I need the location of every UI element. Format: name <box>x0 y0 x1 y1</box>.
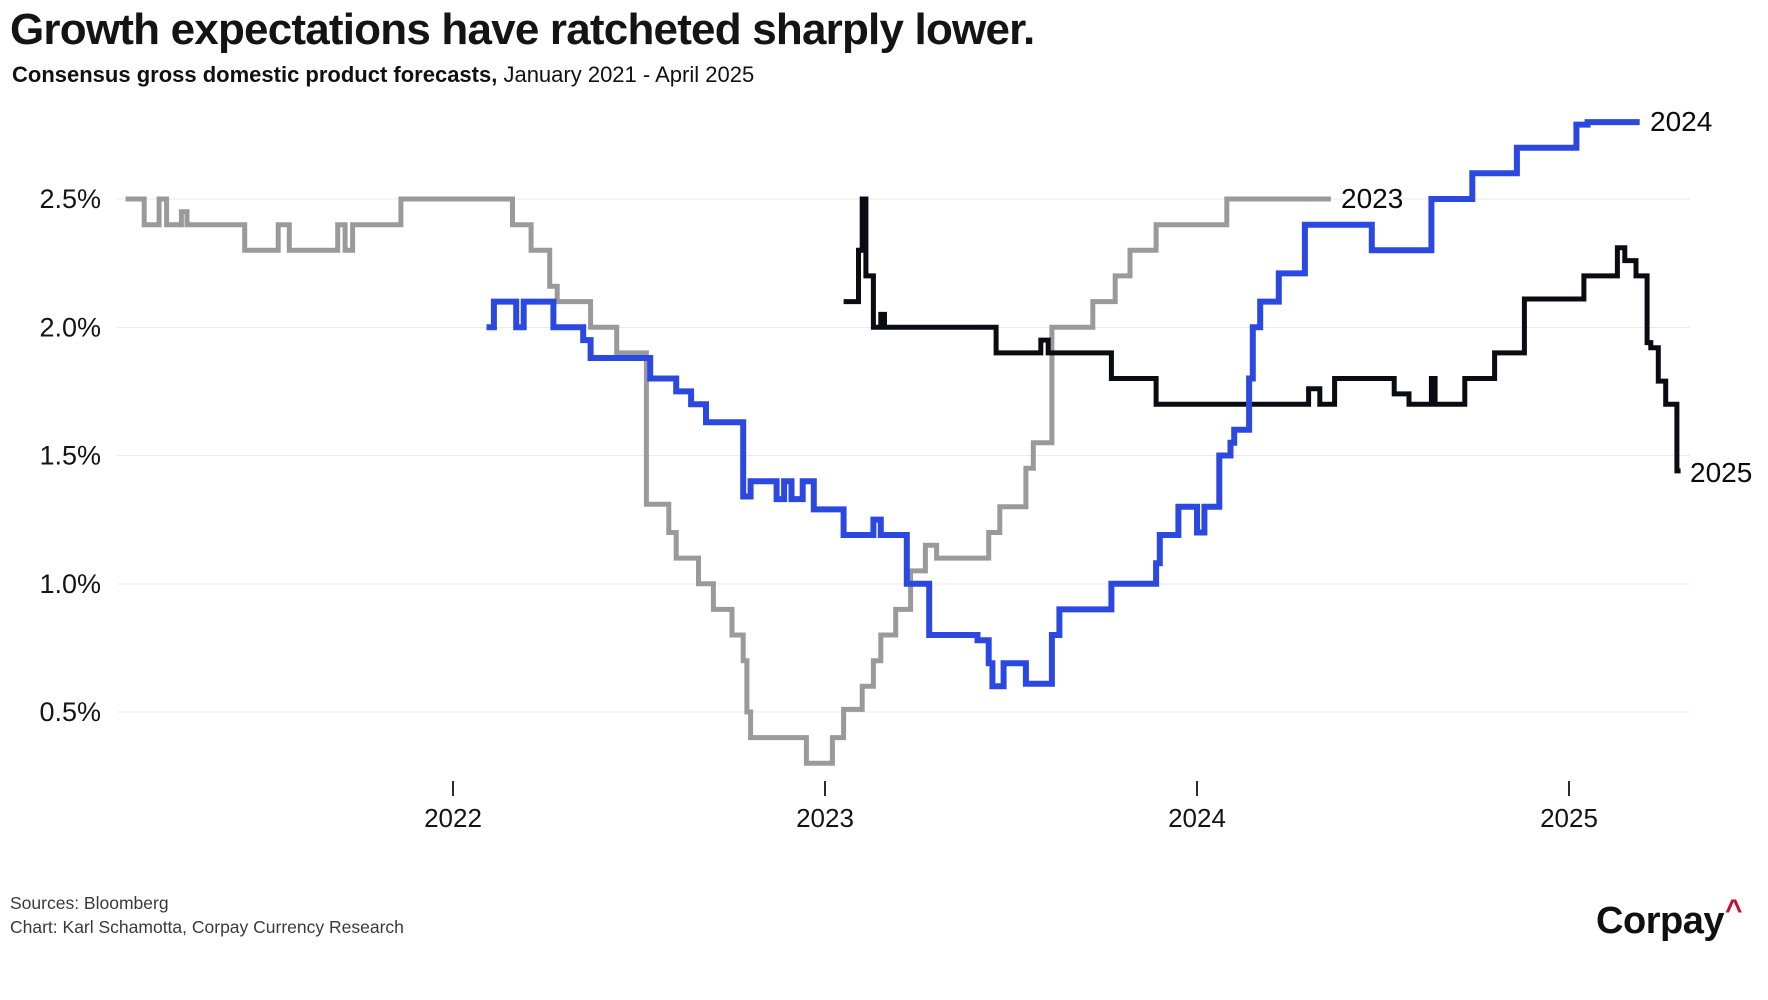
corpay-logo-text: Corpay <box>1596 900 1724 942</box>
x-axis-label: 2025 <box>1540 803 1598 833</box>
x-axis-label: 2022 <box>424 803 482 833</box>
series-path-2023 <box>125 196 1331 766</box>
sources-line: Sources: Bloomberg <box>10 893 169 913</box>
chart-subtitle-dates: January 2021 - April 2025 <box>497 62 755 87</box>
corpay-logo: Corpay^ <box>1596 894 1742 943</box>
series-path-2024 <box>486 119 1640 690</box>
corpay-caret-icon: ^ <box>1724 894 1743 927</box>
chart-subtitle-bold: Consensus gross domestic product forecas… <box>12 62 498 87</box>
x-axis-label: 2023 <box>796 803 854 833</box>
y-axis-label: 1.5% <box>39 441 101 471</box>
series-label-2025: 2025 <box>1690 457 1752 488</box>
x-axis-label: 2024 <box>1168 803 1226 833</box>
axis-group: 2.5% 2.0% 1.5% 1.0% 0.5% 2022 2023 2024 2025 <box>39 184 1597 833</box>
series-label-group: 2023 2024 2025 <box>1341 106 1752 488</box>
series-label-2023: 2023 <box>1341 183 1403 214</box>
chart-title: Growth expectations have ratcheted sharp… <box>10 5 1035 54</box>
credit-line: Chart: Karl Schamotta, Corpay Currency R… <box>10 917 404 937</box>
source-block: Sources: Bloomberg Chart: Karl Schamotta… <box>10 891 404 939</box>
series-label-2024: 2024 <box>1650 106 1712 137</box>
y-axis-label: 1.0% <box>39 569 101 599</box>
grid-group <box>117 198 1690 713</box>
y-axis-label: 2.5% <box>39 184 101 214</box>
y-axis-label: 0.5% <box>39 697 101 727</box>
series-group <box>125 119 1681 766</box>
series-path-2025 <box>843 196 1681 474</box>
y-axis-label: 2.0% <box>39 312 101 342</box>
chart-subtitle: Consensus gross domestic product forecas… <box>12 62 754 88</box>
